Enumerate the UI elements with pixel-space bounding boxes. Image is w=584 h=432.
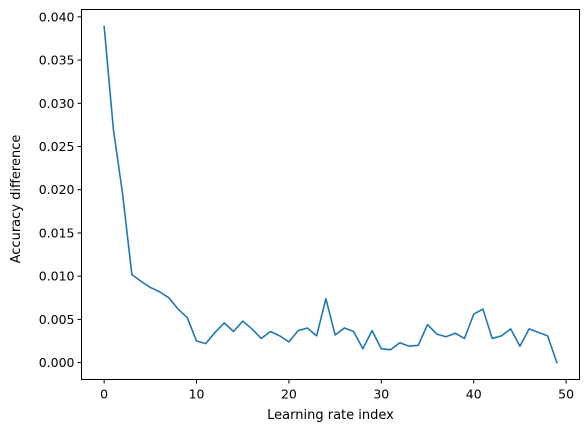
- y-tick-label: 0.000: [39, 355, 75, 370]
- x-tick-label: 0: [100, 387, 108, 402]
- y-tick-label: 0.040: [39, 9, 75, 24]
- x-axis-label: Learning rate index: [267, 408, 394, 423]
- plot-area: [103, 25, 558, 364]
- y-axis: 0.000 0.005 0.010 0.015 0.020 0.025 0.030 0.035…: [39, 9, 82, 370]
- y-tick-label: 0.020: [39, 182, 75, 197]
- x-axis: 0 10 20 30 40 50: [100, 379, 574, 402]
- x-tick-label: 20: [281, 387, 297, 402]
- y-axis-label: Accuracy difference: [9, 135, 24, 264]
- y-tick-label: 0.005: [39, 312, 75, 327]
- y-tick-label: 0.015: [39, 225, 75, 240]
- x-tick-label: 30: [373, 387, 389, 402]
- y-tick-label: 0.025: [39, 139, 75, 154]
- y-tick-label: 0.030: [39, 96, 75, 111]
- x-tick-label: 50: [558, 387, 574, 402]
- series-line: [103, 25, 558, 364]
- x-tick-label: 10: [189, 387, 205, 402]
- y-tick-label: 0.010: [39, 269, 75, 284]
- y-tick-label: 0.035: [39, 53, 75, 68]
- x-tick-label: 40: [466, 387, 482, 402]
- plot-frame: [81, 9, 580, 380]
